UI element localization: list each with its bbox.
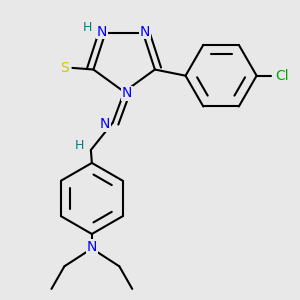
Text: Cl: Cl xyxy=(276,69,289,83)
Text: N: N xyxy=(87,240,97,254)
Text: N: N xyxy=(122,86,132,100)
Text: N: N xyxy=(140,25,150,39)
Text: N: N xyxy=(100,117,110,131)
Text: H: H xyxy=(75,139,84,152)
Text: H: H xyxy=(83,21,92,34)
Text: N: N xyxy=(97,25,107,39)
Text: S: S xyxy=(60,61,69,75)
